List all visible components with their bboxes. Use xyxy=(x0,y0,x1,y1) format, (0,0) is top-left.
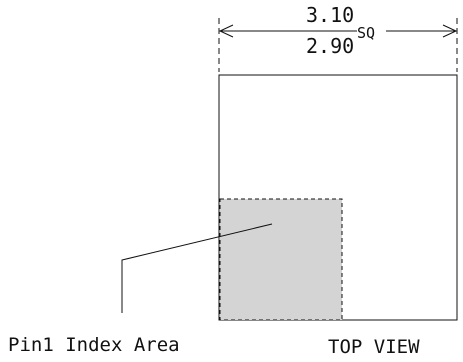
left-arrow-head xyxy=(218,24,234,38)
dimension-suffix: SQ xyxy=(357,24,375,42)
top-view-label: TOP VIEW xyxy=(328,336,420,358)
dimension-lower-value: 2.90 xyxy=(306,34,354,58)
pin1-index-area-label: Pin1 Index Area xyxy=(8,334,180,356)
pin1-leader-line xyxy=(121,223,273,313)
pin1-index-area xyxy=(219,198,343,321)
dimension-upper-value: 3.10 xyxy=(306,3,354,27)
right-arrow-head xyxy=(442,24,458,38)
